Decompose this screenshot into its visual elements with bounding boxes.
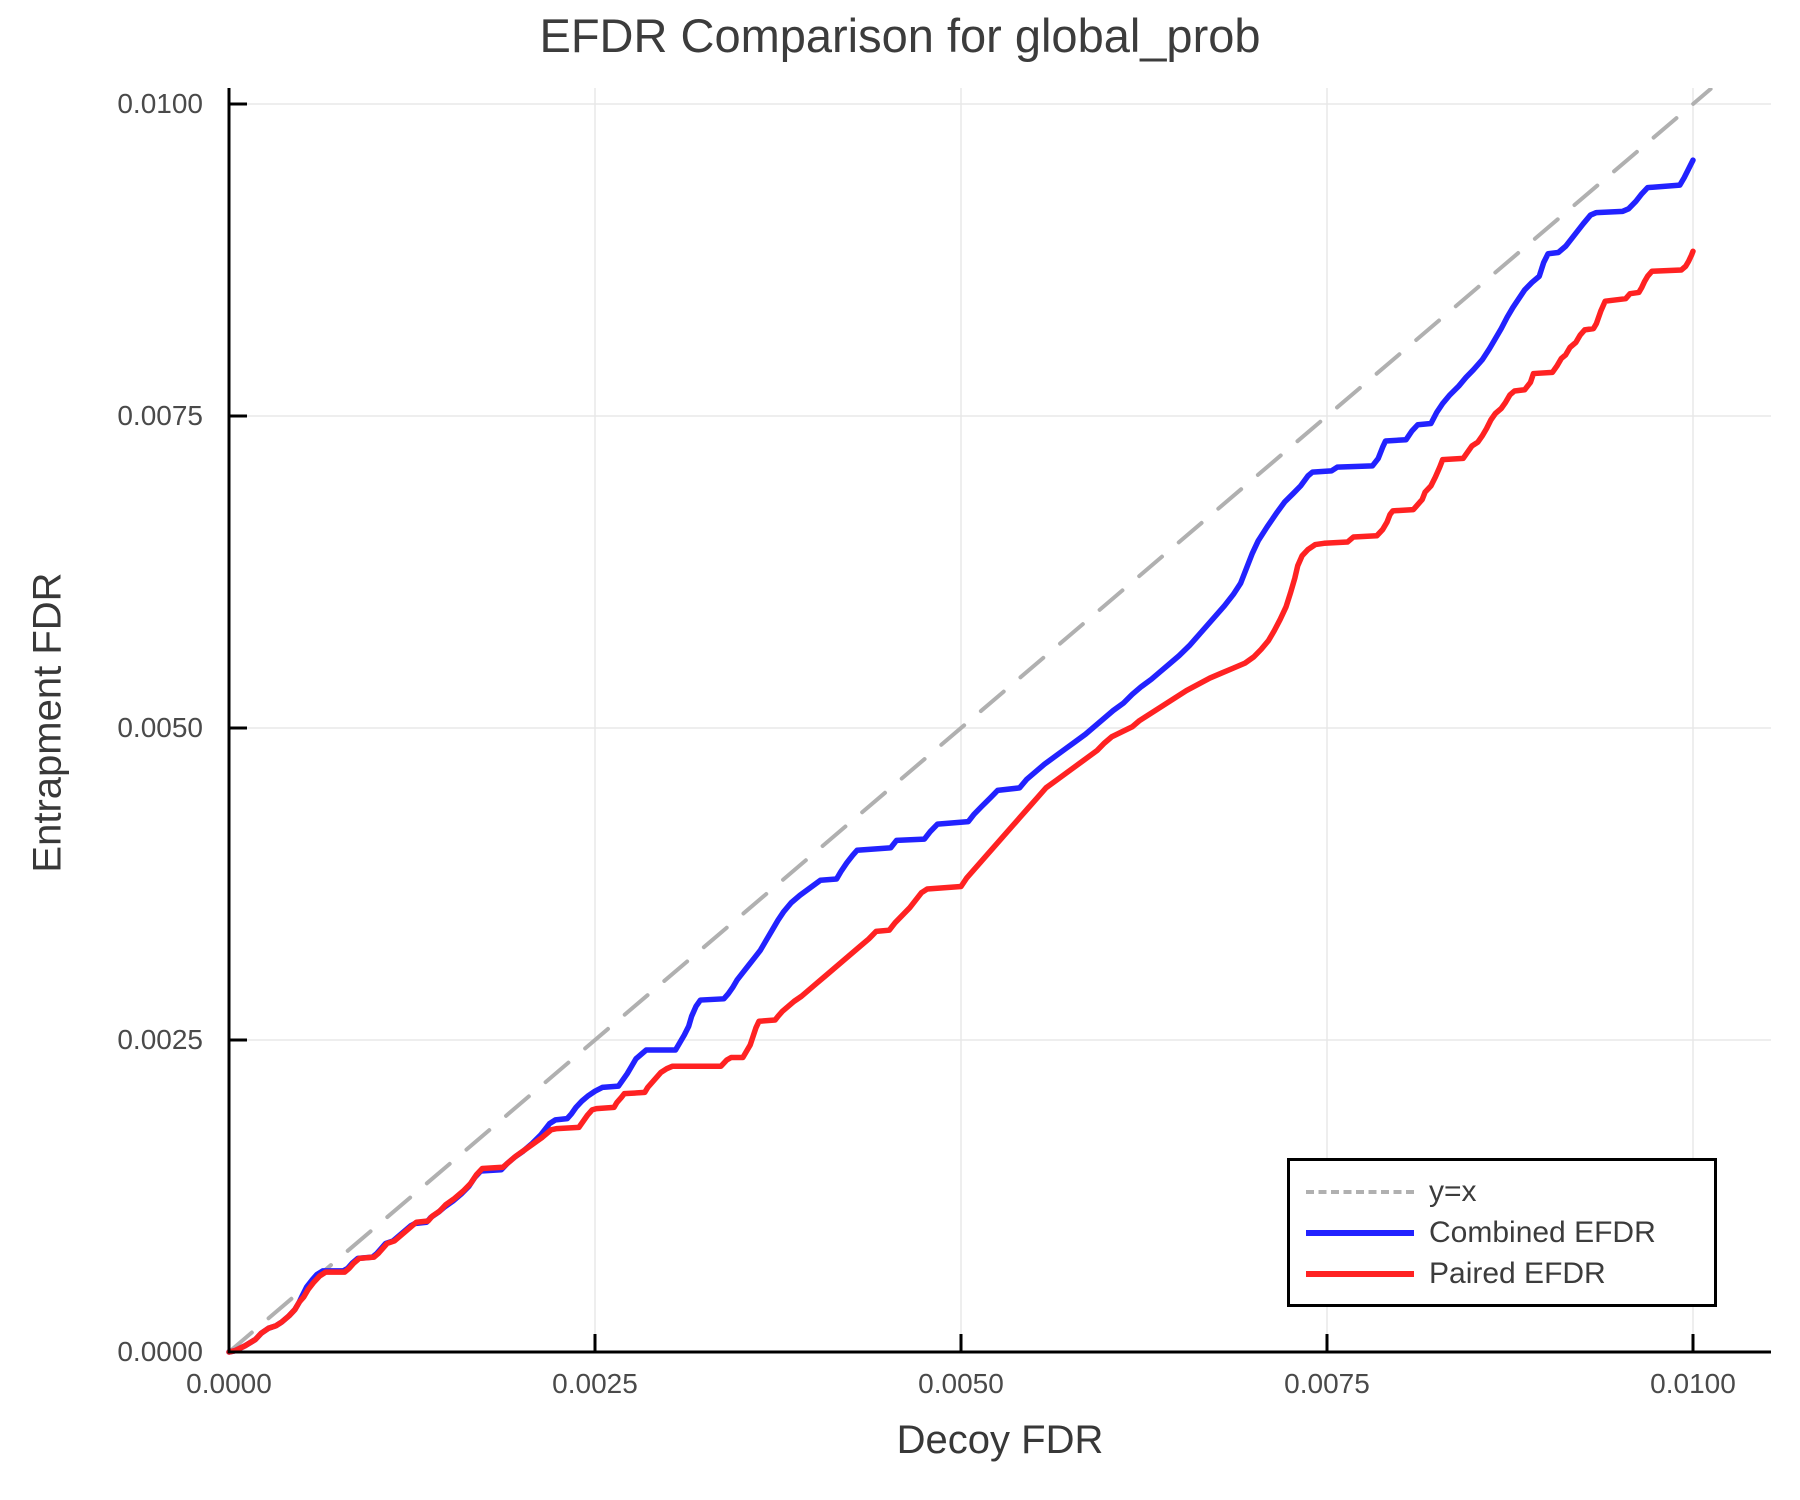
legend-label-paired: Paired EFDR bbox=[1429, 1256, 1606, 1290]
x-tick-label-4: 0.0100 bbox=[1650, 1368, 1736, 1399]
reference-diagonal-line bbox=[227, 88, 1713, 1354]
legend-label-combined: Combined EFDR bbox=[1429, 1215, 1656, 1249]
x-tick-label-1: 0.0025 bbox=[552, 1368, 638, 1399]
y-tick-label-0: 0.0000 bbox=[117, 1336, 203, 1367]
x-tick-label-2: 0.0050 bbox=[918, 1368, 1004, 1399]
y-tick-label-4: 0.0100 bbox=[117, 88, 203, 119]
y-tick-label-1: 0.0025 bbox=[117, 1024, 203, 1055]
y-tick-label-3: 0.0075 bbox=[117, 400, 203, 431]
legend: y=x Combined EFDR Paired EFDR bbox=[1287, 1158, 1717, 1307]
legend-row-reference: y=x bbox=[1306, 1175, 1714, 1209]
red-line-swatch bbox=[1306, 1270, 1414, 1277]
legend-label-reference: y=x bbox=[1429, 1174, 1477, 1208]
x-tick-label-0: 0.0000 bbox=[186, 1368, 272, 1399]
blue-line-swatch bbox=[1306, 1229, 1414, 1236]
legend-row-paired: Paired EFDR bbox=[1306, 1257, 1714, 1291]
x-axis-label: Decoy FDR bbox=[896, 1418, 1104, 1462]
chart-title: EFDR Comparison for global_prob bbox=[539, 9, 1261, 62]
paired-efdr-line bbox=[226, 248, 1696, 1355]
dashed-line-swatch bbox=[1306, 1189, 1414, 1194]
x-tick-label-3: 0.0075 bbox=[1284, 1368, 1370, 1399]
y-tick-label-2: 0.0050 bbox=[117, 712, 203, 743]
legend-row-combined: Combined EFDR bbox=[1306, 1216, 1714, 1250]
